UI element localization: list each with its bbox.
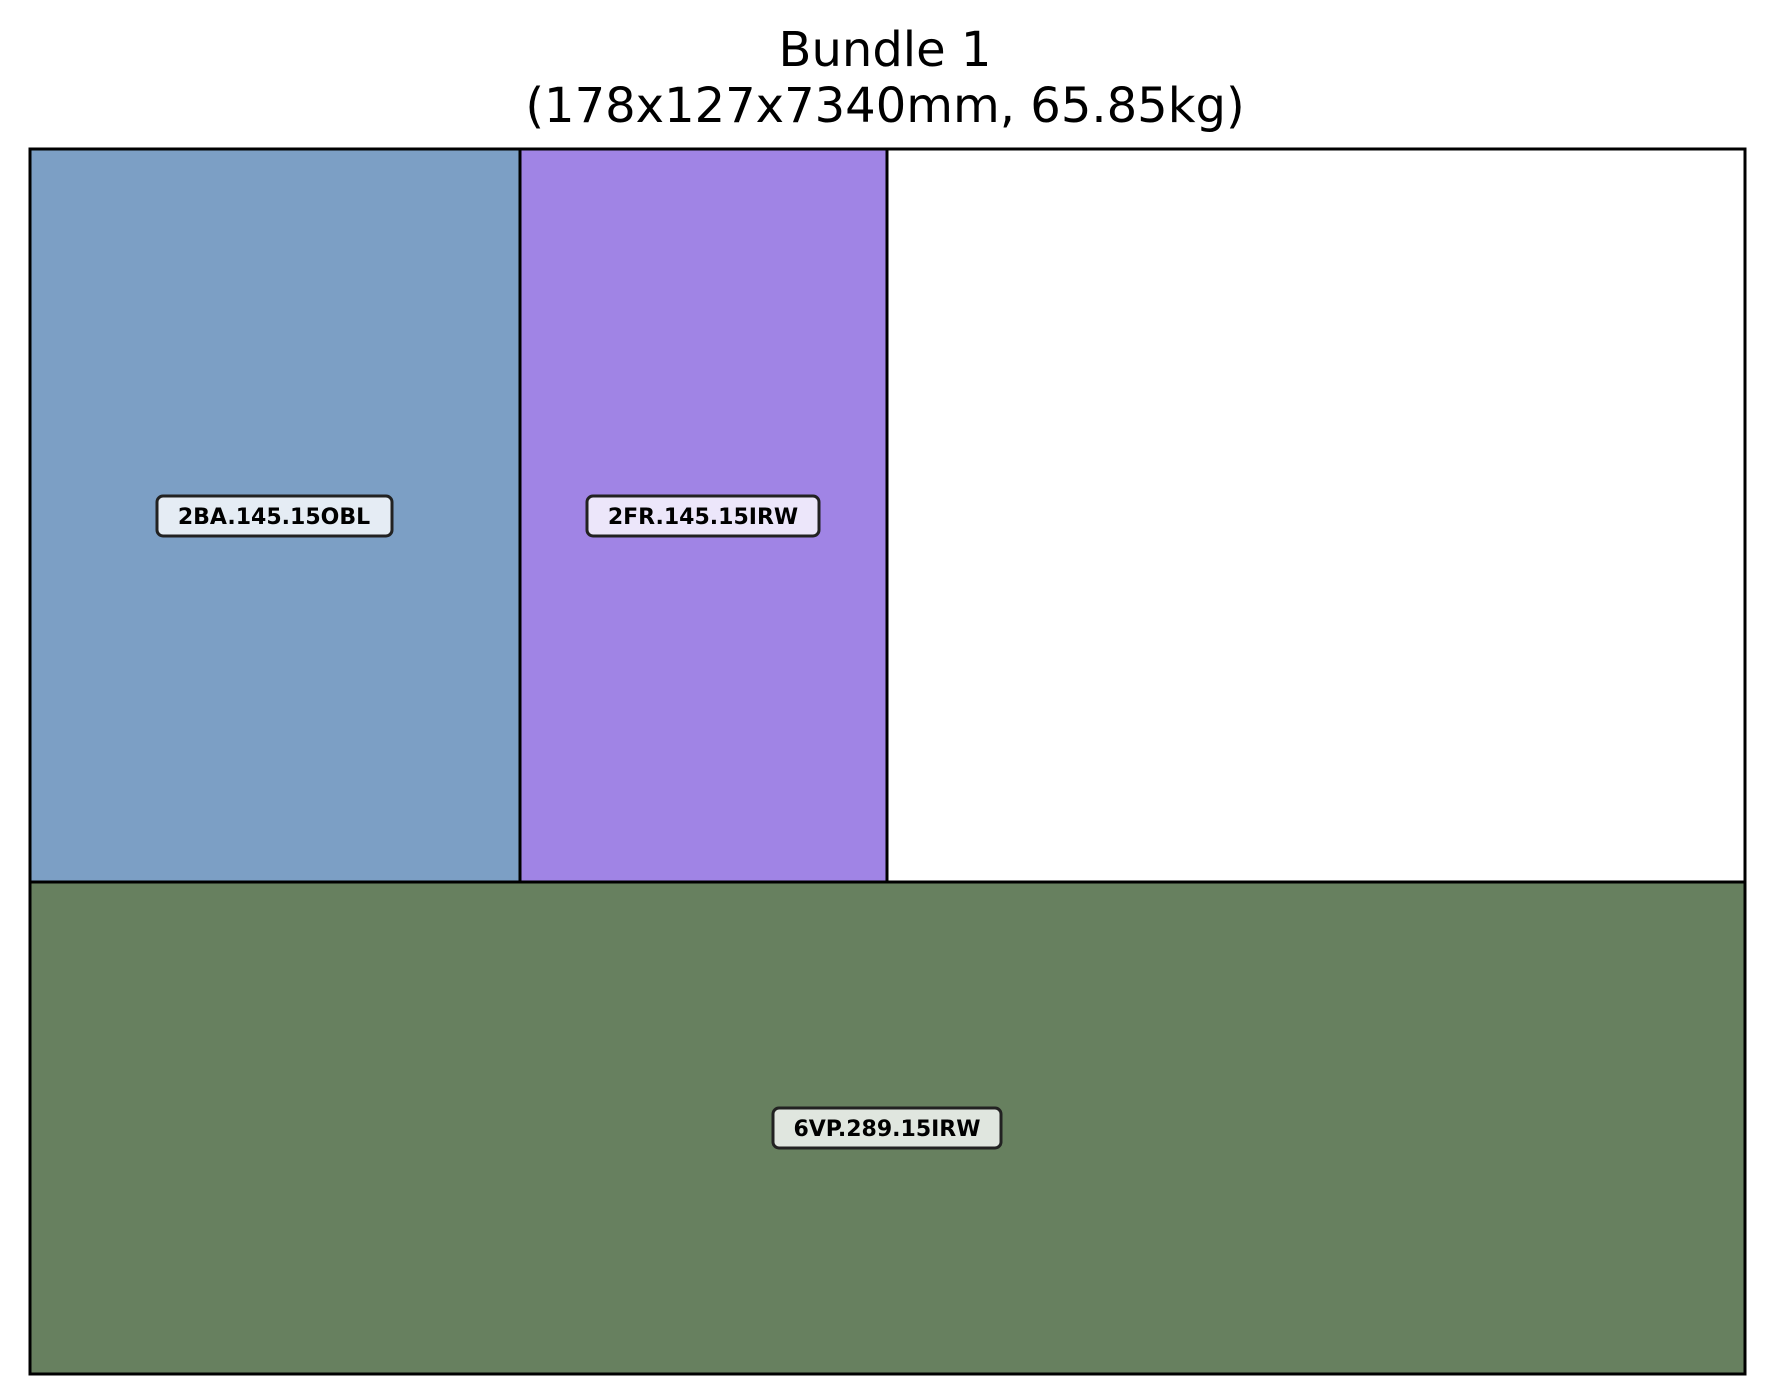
empty-space-rect (885, 147, 1747, 884)
piece-2ba-label-text: 2BA.145.15OBL (178, 505, 370, 530)
bundle-title: Bundle 1 (778, 22, 992, 78)
piece-2ba-label: 2BA.145.15OBL (155, 494, 394, 538)
piece-2fr-label-box (585, 494, 821, 538)
piece-6vp-label-box (771, 1106, 1003, 1150)
piece-6vp-label-text: 6VP.289.15IRW (793, 1117, 980, 1142)
bundle-dimensions-weight: (178x127x7340mm, 65.85kg) (525, 78, 1245, 134)
piece-2ba-label-box (155, 494, 394, 538)
bundle-outline (28, 147, 1747, 1376)
piece-6vp-label: 6VP.289.15IRW (771, 1106, 1003, 1150)
piece-2fr-label: 2FR.145.15IRW (585, 494, 821, 538)
piece-2fr-label-text: 2FR.145.15IRW (608, 505, 798, 530)
